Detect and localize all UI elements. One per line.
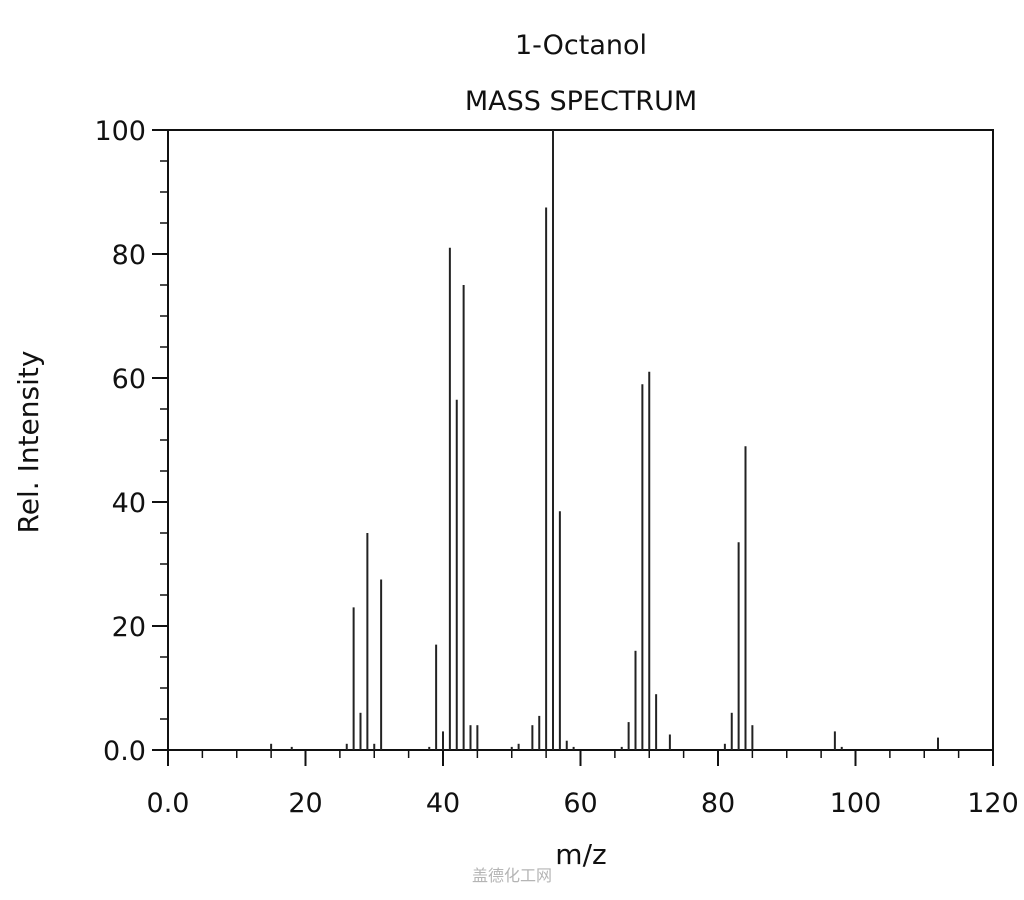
- x-tick-label: 120: [967, 788, 1019, 819]
- x-axis-label: m/z: [555, 838, 606, 871]
- x-tick-label: 20: [288, 788, 322, 819]
- y-tick-label: 20: [112, 612, 146, 643]
- plot-frame: [167, 129, 994, 751]
- y-tick-label: 40: [112, 488, 146, 519]
- x-tick-label: 60: [563, 788, 597, 819]
- y-tick-label: 0.0: [103, 736, 146, 767]
- x-tick-label: 80: [701, 788, 735, 819]
- y-tick-label: 80: [112, 240, 146, 271]
- x-tick-label: 0.0: [147, 788, 190, 819]
- watermark: 盖德化工网: [471, 866, 552, 885]
- peak-series: [270, 130, 939, 750]
- chart-title: 1-Octanol: [515, 30, 647, 61]
- x-tick-label: 40: [426, 788, 460, 819]
- y-tick-label: 100: [94, 116, 146, 147]
- chart-subtitle: MASS SPECTRUM: [465, 86, 697, 117]
- axis-ticks: 0.0 20 40 60 80 100 120 0.0 20 40 60 80 100: [94, 116, 1018, 819]
- y-tick-label: 60: [112, 364, 146, 395]
- y-axis-label: Rel. Intensity: [12, 351, 45, 534]
- x-tick-label: 100: [830, 788, 882, 819]
